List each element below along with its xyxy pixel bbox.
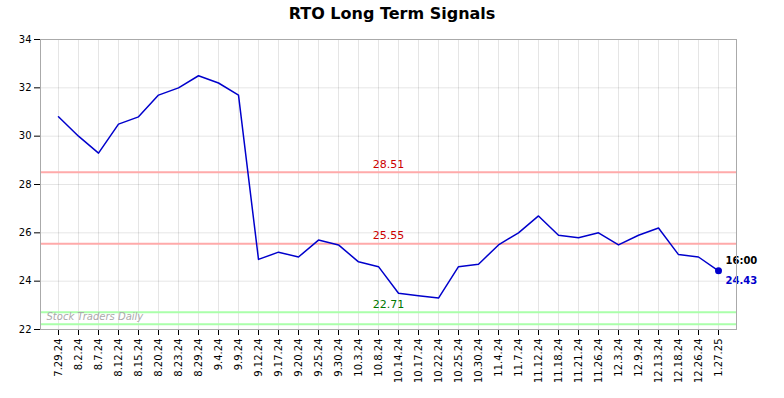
svg-text:8.20.24: 8.20.24	[153, 339, 164, 377]
svg-text:11.4.24: 11.4.24	[493, 339, 504, 377]
svg-text:28: 28	[19, 179, 32, 190]
svg-text:24: 24	[19, 275, 32, 286]
svg-text:9.4.24: 9.4.24	[213, 339, 224, 371]
svg-text:10.3.24: 10.3.24	[353, 339, 364, 377]
svg-text:Stock Traders Daily: Stock Traders Daily	[47, 311, 145, 322]
svg-text:10.30.24: 10.30.24	[473, 339, 484, 384]
svg-text:7.29.24: 7.29.24	[53, 339, 64, 377]
svg-text:9.30.24: 9.30.24	[333, 339, 344, 377]
svg-text:11.26.24: 11.26.24	[593, 339, 604, 384]
svg-text:30: 30	[19, 130, 32, 141]
svg-text:8.23.24: 8.23.24	[173, 339, 184, 377]
svg-text:22: 22	[19, 324, 32, 335]
html-text:RTO Long Term Signals: RTO Long Term Signals	[288, 4, 496, 23]
svg-text:10.17.24: 10.17.24	[413, 339, 424, 384]
svg-text:9.9.24: 9.9.24	[233, 339, 244, 371]
svg-text:26: 26	[19, 227, 32, 238]
svg-text:9.17.24: 9.17.24	[273, 339, 284, 377]
svg-text:34: 34	[19, 34, 32, 45]
svg-text:10.14.24: 10.14.24	[393, 339, 404, 384]
svg-text:10.22.24: 10.22.24	[433, 339, 444, 384]
svg-text:10.25.24: 10.25.24	[453, 339, 464, 384]
svg-text:9.12.24: 9.12.24	[253, 339, 264, 377]
svg-text:11.18.24: 11.18.24	[553, 339, 564, 384]
svg-text:12.18.24: 12.18.24	[673, 339, 684, 384]
svg-text:28.51: 28.51	[373, 158, 405, 171]
svg-text:11.7.24: 11.7.24	[513, 339, 524, 377]
svg-text:1.27.25: 1.27.25	[713, 339, 724, 377]
svg-text:12.9.24: 12.9.24	[633, 339, 644, 377]
svg-text:12.3.24: 12.3.24	[613, 339, 624, 377]
svg-text:8.29.24: 8.29.24	[193, 339, 204, 377]
svg-text:12.13.24: 12.13.24	[653, 339, 664, 384]
svg-text:8.15.24: 8.15.24	[133, 339, 144, 377]
svg-text:9.20.24: 9.20.24	[293, 339, 304, 377]
svg-text:16:00: 16:00	[726, 255, 758, 266]
svg-text:11.21.24: 11.21.24	[573, 339, 584, 384]
svg-text:32: 32	[19, 82, 32, 93]
svg-text:9.25.24: 9.25.24	[313, 339, 324, 377]
svg-text:8.2.24: 8.2.24	[73, 339, 84, 371]
svg-text:25.55: 25.55	[373, 229, 405, 242]
svg-text:22.71: 22.71	[373, 298, 405, 311]
svg-text:11.12.24: 11.12.24	[533, 339, 544, 384]
svg-text:24.43: 24.43	[726, 275, 758, 286]
svg-text:8.7.24: 8.7.24	[93, 339, 104, 371]
svg-text:10.8.24: 10.8.24	[373, 339, 384, 377]
svg-text:8.12.24: 8.12.24	[113, 339, 124, 377]
svg-text:12.26.24: 12.26.24	[693, 339, 704, 384]
